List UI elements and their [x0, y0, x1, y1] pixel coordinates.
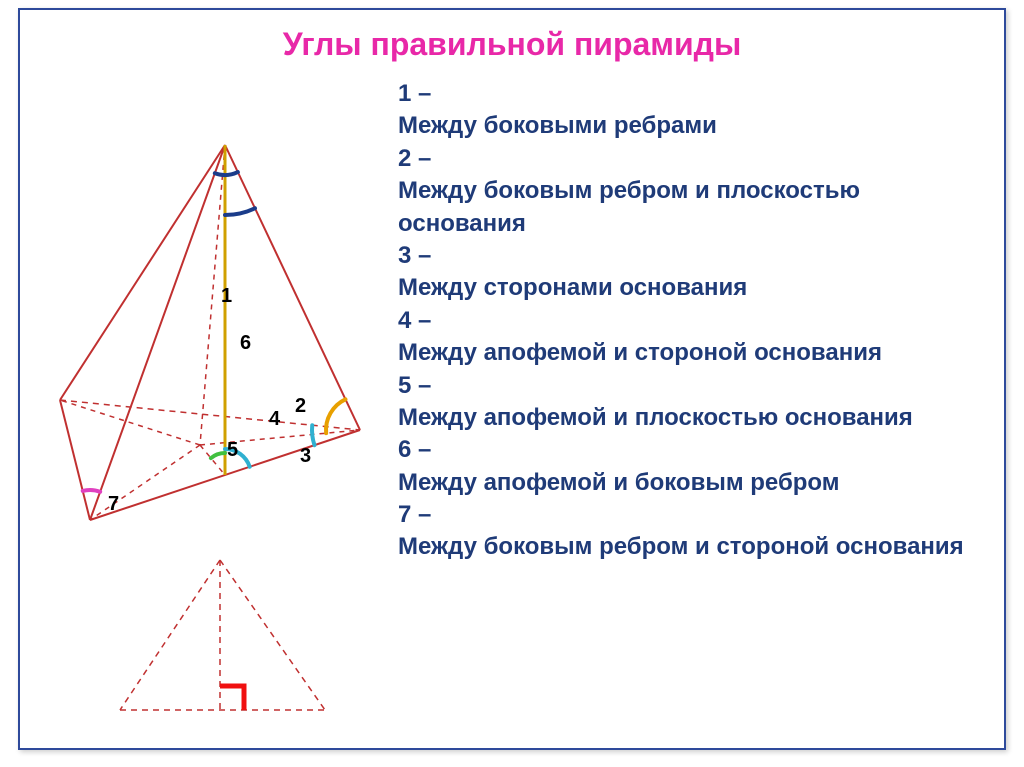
item-7-desc: Между боковым ребром и стороной основани…: [398, 533, 964, 560]
pyramid-svg: [30, 100, 400, 740]
angle-label-7: 7: [108, 493, 119, 516]
item-5: 5 – Между апофемой и плоскостью основани…: [398, 370, 978, 435]
item-1-desc: Между боковыми ребрами: [398, 112, 717, 139]
item-1-num: 1 –: [398, 80, 431, 107]
item-7: 7 – Между боковым ребром и стороной осно…: [398, 499, 978, 564]
angle-label-5: 5: [227, 439, 238, 462]
item-3: 3 – Между сторонами основания: [398, 240, 978, 305]
item-4-desc: Между апофемой и стороной основания: [398, 339, 882, 366]
slide-title: Углы правильной пирамиды: [0, 26, 1024, 63]
item-1: 1 – Между боковыми ребрами: [398, 78, 978, 143]
item-4-num: 4 –: [398, 307, 431, 334]
angle-label-2: 2: [295, 395, 306, 418]
angle-label-6: 6: [240, 332, 251, 355]
item-2-desc: Между боковым ребром и плоскостью основа…: [398, 177, 860, 236]
item-3-desc: Между сторонами основания: [398, 274, 747, 301]
item-6-desc: Между апофемой и боковым ребром: [398, 469, 840, 496]
angle-label-1: 1: [221, 285, 232, 308]
item-4: 4 – Между апофемой и стороной основания: [398, 305, 978, 370]
angle-label-3: 3: [300, 445, 311, 468]
angle-label-4: 4: [269, 408, 280, 431]
item-6-num: 6 –: [398, 436, 431, 463]
item-7-num: 7 –: [398, 501, 431, 528]
item-6: 6 – Между апофемой и боковым ребром: [398, 434, 978, 499]
angle-descriptions: 1 – Между боковыми ребрами 2 – Между бок…: [398, 78, 978, 564]
pyramid-diagram: 1 2 3 4 5 6 7: [30, 100, 400, 720]
item-3-num: 3 –: [398, 242, 431, 269]
item-5-desc: Между апофемой и плоскостью основания: [398, 404, 913, 431]
item-2: 2 – Между боковым ребром и плоскостью ос…: [398, 143, 978, 240]
item-5-num: 5 –: [398, 372, 431, 399]
item-2-num: 2 –: [398, 145, 431, 172]
